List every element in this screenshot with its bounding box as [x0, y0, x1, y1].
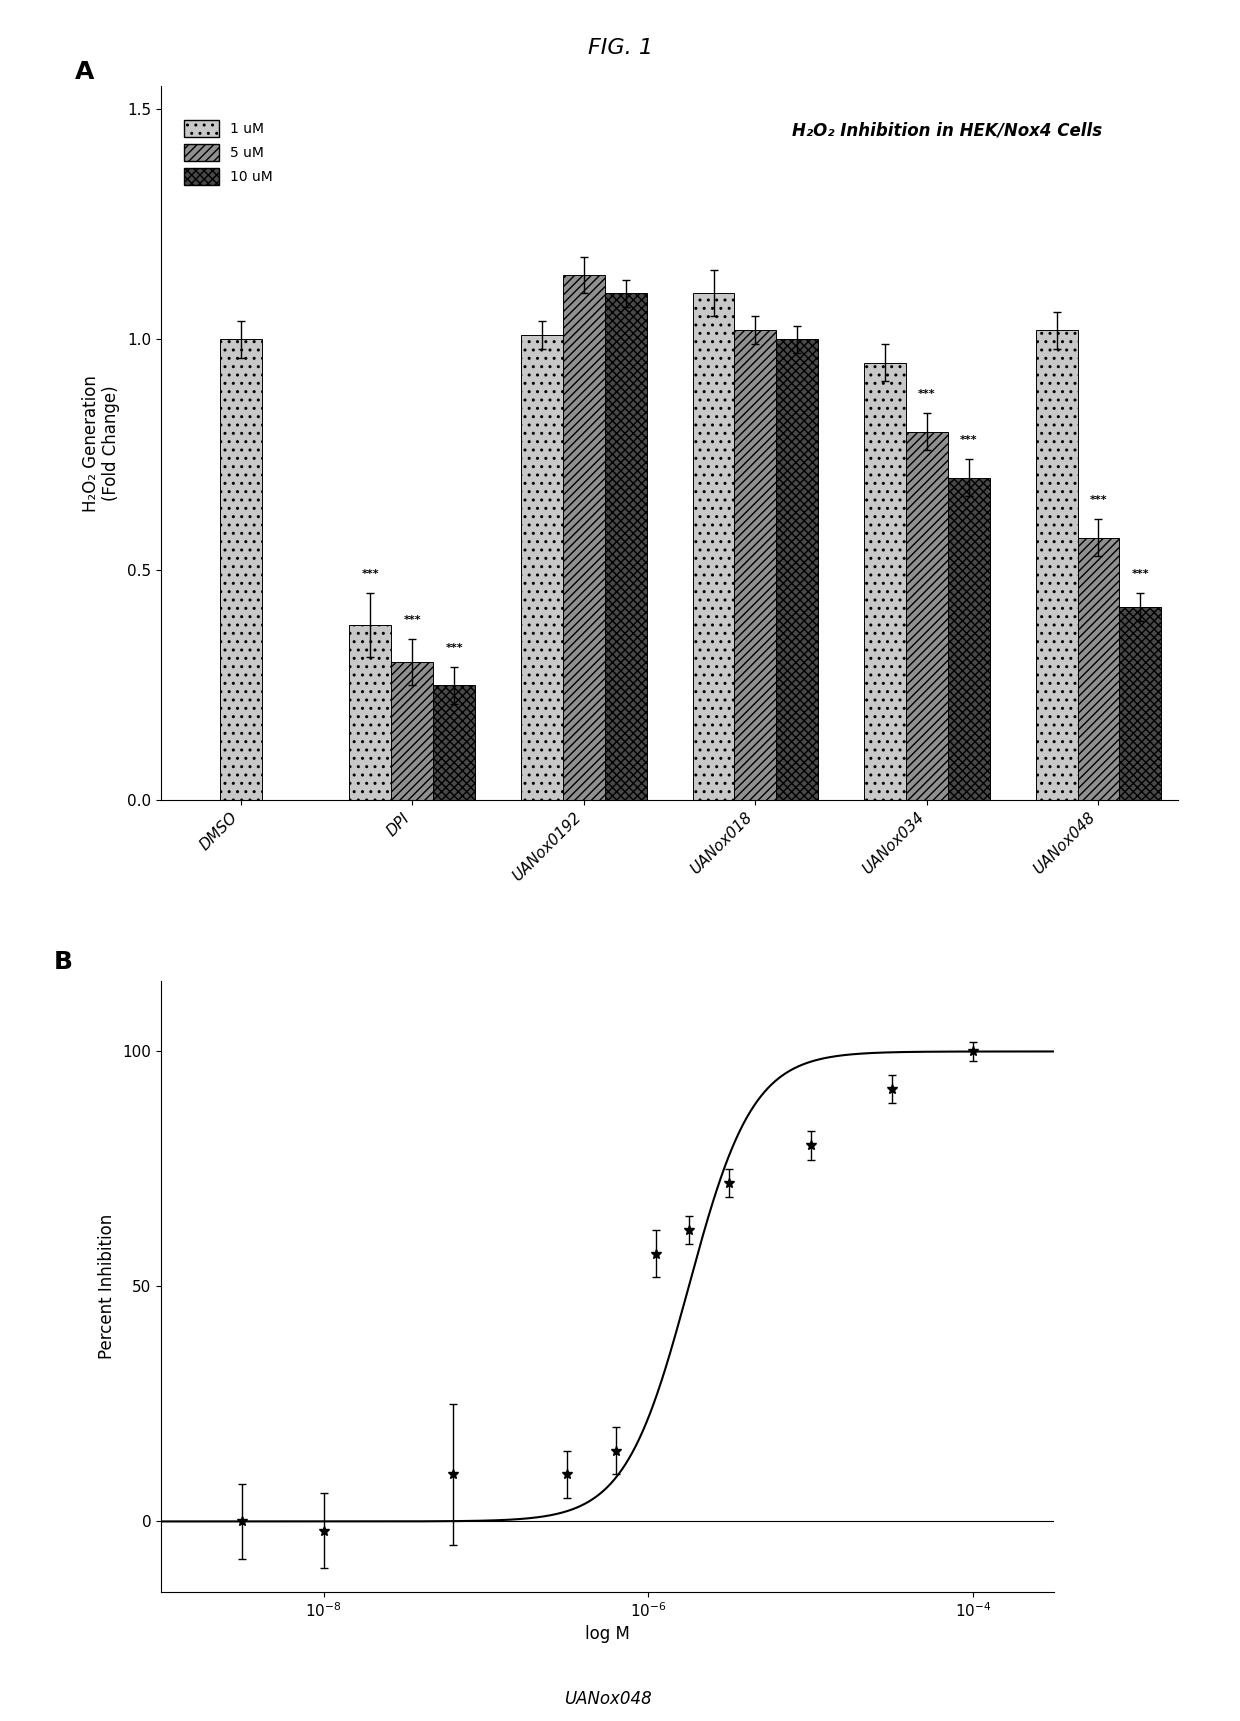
Text: FIG. 1: FIG. 1 [588, 38, 652, 59]
Bar [392, 663, 433, 800]
Text: ***: *** [403, 614, 422, 625]
Bar [734, 330, 776, 800]
Text: UANox048: UANox048 [564, 1690, 651, 1707]
Bar [693, 293, 734, 800]
Bar [1035, 330, 1078, 800]
Bar [605, 293, 646, 800]
Text: B: B [55, 950, 73, 974]
Bar [350, 625, 392, 800]
Bar [433, 685, 475, 800]
Y-axis label: Percent Inhibition: Percent Inhibition [98, 1213, 115, 1360]
X-axis label: log M: log M [585, 1625, 630, 1642]
Text: ***: *** [1090, 496, 1107, 506]
Bar [947, 478, 990, 800]
Bar [1120, 608, 1162, 800]
Text: ***: *** [362, 570, 379, 578]
Text: ***: *** [918, 389, 936, 399]
Bar [776, 339, 818, 800]
Text: H₂O₂ Inhibition in HEK/Nox4 Cells: H₂O₂ Inhibition in HEK/Nox4 Cells [791, 122, 1102, 139]
Bar [563, 275, 605, 800]
Text: ***: *** [960, 435, 977, 446]
Legend: 1 uM, 5 uM, 10 uM: 1 uM, 5 uM, 10 uM [179, 114, 278, 191]
Y-axis label: H₂O₂ Generation
(Fold Change): H₂O₂ Generation (Fold Change) [82, 375, 120, 511]
Bar [521, 336, 563, 800]
Text: ***: *** [445, 644, 463, 652]
Bar [1078, 537, 1120, 800]
Bar [864, 363, 906, 800]
Bar [219, 339, 262, 800]
Text: ***: *** [1132, 570, 1149, 578]
Text: A: A [74, 60, 94, 84]
Bar [906, 432, 947, 800]
